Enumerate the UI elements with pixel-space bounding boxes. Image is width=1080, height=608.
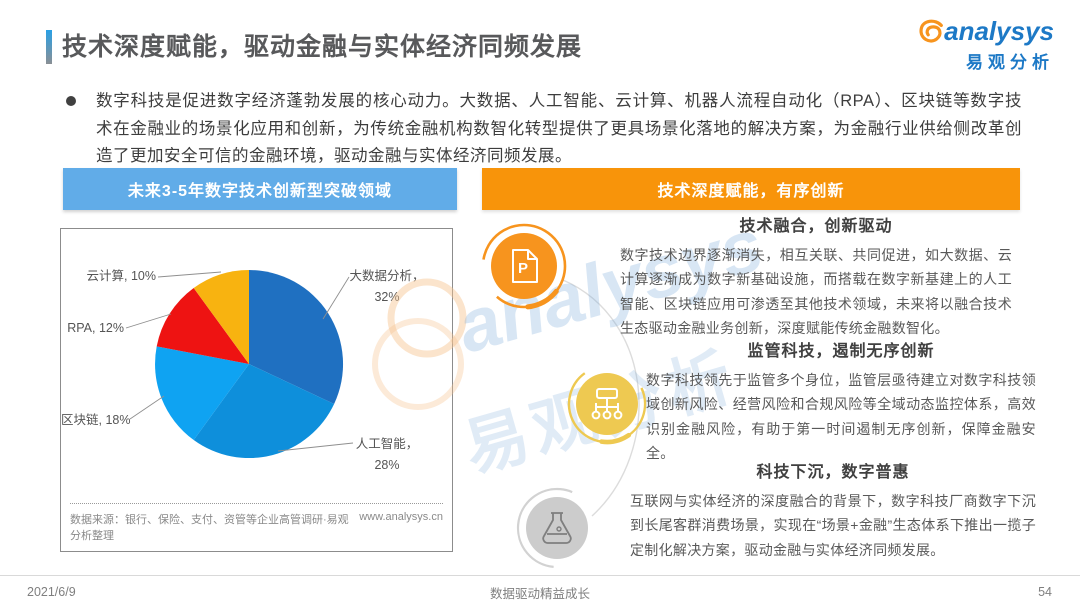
pie-leader-line xyxy=(129,395,165,420)
intro-block: 数字科技是促进数字经济蓬勃发展的核心动力。大数据、人工智能、云计算、机器人流程自… xyxy=(66,88,1022,171)
section-tech-fusion: 技术融合，创新驱动 数字技术边界逐渐消失，相互关联、共同促进，如大数据、云计算逐… xyxy=(620,212,1012,340)
intro-text: 数字科技是促进数字经济蓬勃发展的核心动力。大数据、人工智能、云计算、机器人流程自… xyxy=(96,92,1022,165)
pie-slice-大数据分析[interactable] xyxy=(249,270,344,404)
website-link[interactable]: www.analysys.cn xyxy=(359,511,443,523)
pie-leader-line xyxy=(277,442,354,452)
section-body: 数字技术边界逐渐消失，相互关联、共同促进，如大数据、云计算逐渐成为数字新基础设施… xyxy=(620,247,1012,336)
source-row: 数据来源：银行、保险、支付、资管等企业高管调研·易观分析整理 www.analy… xyxy=(70,503,443,543)
pie-label-云计算: 云计算, 10% xyxy=(86,269,156,283)
document-p-icon: P xyxy=(480,222,568,310)
svg-text:P: P xyxy=(518,260,528,277)
pie-slice-RPA[interactable] xyxy=(156,288,249,364)
pie-label-RPA: RPA, 12% xyxy=(67,321,124,335)
pie-label-大数据分析: 大数据分析， 32% xyxy=(349,269,425,304)
pie-slice-人工智能[interactable] xyxy=(193,364,335,459)
pie-label-区块链: 区块链, 18% xyxy=(61,413,131,427)
footer-date: 2021/6/9 xyxy=(27,585,76,599)
logo-cn: 易观分析 xyxy=(966,53,1054,72)
right-section-header: 技术深度赋能，有序创新 xyxy=(482,168,1020,210)
pie-leader-line xyxy=(157,271,222,278)
data-source-note: 数据来源：银行、保险、支付、资管等企业高管调研·易观分析整理 xyxy=(70,514,349,542)
section-body: 互联网与实体经济的深度融合的背景下，数字科技厂商数字下沉到长尾客群消费场景，实现… xyxy=(630,493,1036,558)
section-title: 技术融合，创新驱动 xyxy=(739,218,893,235)
pie-label-人工智能: 人工智能， 28% xyxy=(355,437,419,472)
section-regtech: 监管科技，遏制无序创新 数字科技领先于监管多个身位，监管层亟待建立对数字科技领域… xyxy=(646,337,1036,465)
pie-slice-云计算[interactable] xyxy=(193,270,249,364)
section-body: 数字科技领先于监管多个身位，监管层亟待建立对数字科技领域创新风险、经营风险和合规… xyxy=(646,372,1036,461)
page-number: 54 xyxy=(1038,585,1052,599)
left-section-header: 未来3-5年数字技术创新型突破领域 xyxy=(63,168,457,210)
network-icon xyxy=(566,363,648,445)
footer: 2021/6/9 数据驱动精益成长 54 xyxy=(0,575,1080,608)
logo-name: analysys xyxy=(944,16,1054,46)
pie-leader-line xyxy=(322,276,350,320)
title-accent-bar xyxy=(46,30,52,64)
pie-chart-panel: 大数据分析， 32% 人工智能， 28% 区块链, 18% RPA, 12% 云计算, 10… xyxy=(60,228,453,552)
pie-chart xyxy=(125,270,354,459)
logo-swirl-icon xyxy=(919,19,944,43)
bullet-icon xyxy=(66,96,76,106)
analysys-logo: analysys 易观分析 xyxy=(916,16,1054,73)
page-title: 技术深度赋能，驱动金融与实体经济同频发展 xyxy=(62,33,583,61)
pie-slice-区块链[interactable] xyxy=(155,346,249,440)
section-title: 监管科技，遏制无序创新 xyxy=(747,343,935,360)
footer-motto: 数据驱动精益成长 xyxy=(489,586,590,601)
section-title: 科技下沉，数字普惠 xyxy=(756,464,910,481)
flask-icon xyxy=(516,487,598,569)
section-tech-inclusion: 科技下沉，数字普惠 互联网与实体经济的深度融合的背景下，数字科技厂商数字下沉到长… xyxy=(630,458,1036,562)
pie-leader-line xyxy=(125,313,172,329)
